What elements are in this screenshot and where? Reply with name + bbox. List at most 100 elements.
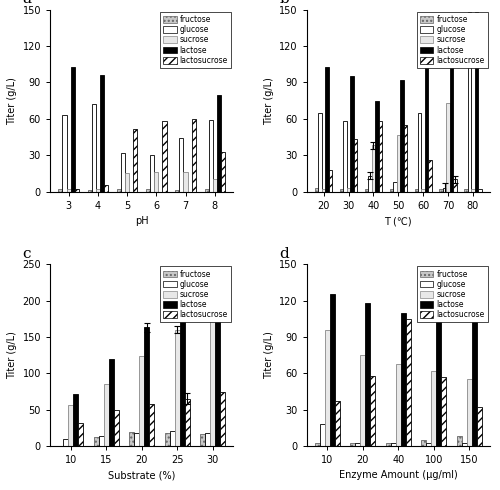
Bar (204, 189, 208, 192)
Bar (180, 292, 184, 446)
Bar (62, 115, 66, 192)
Bar (74, 189, 79, 192)
Bar (121, 153, 125, 192)
Text: a: a (22, 0, 32, 6)
Bar (184, 172, 188, 192)
Bar (441, 377, 446, 446)
Bar (139, 357, 144, 446)
Bar (386, 443, 391, 446)
Bar (422, 189, 425, 192)
Bar (114, 410, 118, 446)
Bar (176, 190, 180, 192)
Bar (372, 146, 375, 192)
Bar (350, 443, 356, 446)
Bar (212, 179, 217, 192)
Text: c: c (22, 246, 31, 261)
Bar (340, 189, 344, 192)
Bar (366, 303, 370, 446)
Text: b: b (279, 0, 289, 6)
Bar (440, 189, 443, 192)
Bar (414, 189, 418, 192)
Y-axis label: Titer (g/L): Titer (g/L) (264, 331, 274, 379)
Bar (200, 434, 205, 446)
Bar (88, 190, 92, 192)
Bar (391, 443, 396, 446)
Bar (125, 173, 129, 192)
Bar (462, 443, 467, 446)
Bar (471, 189, 474, 192)
Bar (73, 393, 78, 446)
Bar (401, 313, 406, 446)
Bar (104, 384, 108, 446)
Bar (418, 113, 422, 192)
Bar (184, 399, 190, 446)
X-axis label: pH: pH (135, 216, 148, 226)
Bar (396, 364, 401, 446)
Bar (318, 113, 322, 192)
Bar (130, 432, 134, 446)
Bar (329, 170, 332, 192)
Bar (100, 75, 104, 192)
Bar (365, 189, 368, 192)
Bar (457, 436, 462, 446)
Bar (350, 76, 354, 192)
Text: d: d (279, 246, 289, 261)
Bar (450, 39, 454, 192)
Bar (400, 80, 404, 192)
Bar (133, 128, 138, 192)
Bar (192, 119, 196, 192)
Bar (64, 440, 68, 446)
Y-axis label: Titer (g/L): Titer (g/L) (7, 77, 17, 124)
Bar (478, 189, 482, 192)
Legend: fructose, glucose, sucrose, lactose, lactosucrose: fructose, glucose, sucrose, lactose, lac… (160, 267, 231, 322)
Bar (404, 125, 407, 192)
Bar (146, 189, 150, 192)
Bar (96, 189, 100, 192)
Bar (134, 433, 139, 446)
Bar (220, 392, 225, 446)
Bar (320, 424, 325, 446)
Bar (335, 401, 340, 446)
Bar (164, 433, 170, 446)
Bar (92, 104, 96, 192)
Bar (422, 440, 426, 446)
Bar (454, 179, 457, 192)
Bar (149, 404, 154, 446)
Bar (70, 67, 74, 192)
Bar (315, 443, 320, 446)
Bar (315, 188, 318, 192)
Bar (468, 12, 471, 192)
X-axis label: Enzyme Amount (μg/ml): Enzyme Amount (μg/ml) (339, 470, 458, 481)
Bar (144, 327, 149, 446)
Bar (428, 160, 432, 192)
Bar (68, 405, 73, 446)
Bar (426, 443, 432, 446)
Bar (396, 135, 400, 192)
Bar (208, 120, 212, 192)
Bar (467, 379, 471, 446)
Bar (390, 189, 393, 192)
Legend: fructose, glucose, sucrose, lactose, lactosucrose: fructose, glucose, sucrose, lactose, lac… (416, 12, 488, 68)
Legend: fructose, glucose, sucrose, lactose, lactosucrose: fructose, glucose, sucrose, lactose, lac… (160, 12, 231, 68)
Bar (330, 294, 335, 446)
Bar (378, 121, 382, 192)
Bar (99, 436, 103, 446)
Y-axis label: Titer (g/L): Titer (g/L) (264, 77, 274, 124)
Bar (360, 355, 366, 446)
Bar (162, 121, 166, 192)
Bar (78, 423, 83, 446)
Bar (221, 151, 225, 192)
X-axis label: T (℃): T (℃) (384, 216, 412, 226)
Bar (474, 12, 478, 192)
Bar (344, 121, 347, 192)
Bar (393, 182, 396, 192)
Bar (356, 443, 360, 446)
Bar (217, 95, 221, 192)
Bar (476, 407, 482, 446)
Bar (58, 189, 62, 192)
Bar (446, 103, 450, 192)
Bar (326, 67, 329, 192)
Bar (108, 359, 114, 446)
Bar (325, 330, 330, 446)
Legend: fructose, glucose, sucrose, lactose, lactosucrose: fructose, glucose, sucrose, lactose, lac… (416, 267, 488, 322)
